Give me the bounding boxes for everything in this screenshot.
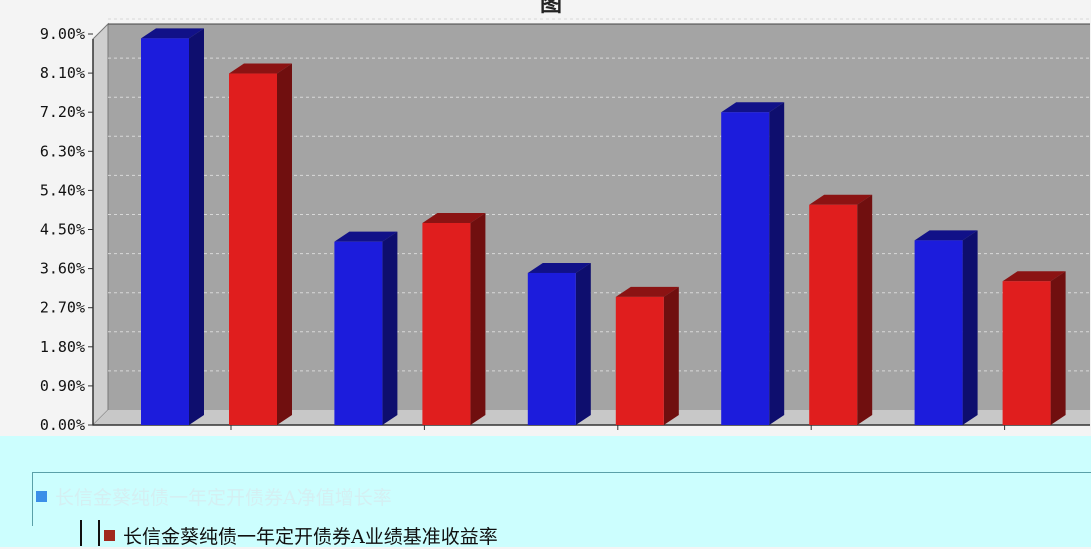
legend-label-benchmark: 长信金葵纯债一年定开债券A业绩基准收益率 [123, 526, 498, 548]
bar-side [382, 231, 398, 425]
bar-side [962, 230, 978, 425]
y-tick-label: 3.60% [40, 260, 85, 278]
bar [914, 240, 963, 425]
bar-top [141, 28, 204, 39]
bar-top [229, 63, 292, 74]
legend-swatch-red [104, 530, 115, 541]
y-tick-label: 8.10% [40, 64, 85, 82]
legend-box [32, 472, 1091, 526]
y-tick-label: 5.40% [40, 181, 85, 199]
legend-band [0, 436, 1091, 547]
bar-side [857, 194, 873, 425]
y-tick-label: 6.30% [40, 142, 85, 160]
bar-top [721, 102, 785, 113]
bar-side [769, 102, 785, 425]
y-tick-label: 7.20% [40, 103, 85, 121]
chart-title-fragment: 图 [540, 0, 563, 17]
legend-label-nav-growth: 长信金葵纯债一年定开债券A净值增长率 [55, 487, 392, 509]
bar-side [277, 63, 292, 425]
y-tick-label: 4.50% [40, 221, 85, 239]
y-tick-label: 0.90% [40, 377, 85, 395]
legend-edge-marks [80, 520, 104, 546]
bar-top [615, 286, 679, 297]
bar-top [809, 194, 873, 205]
bar [141, 38, 189, 425]
bar [527, 272, 576, 425]
bar-side [575, 262, 591, 425]
bar-side [663, 286, 679, 425]
legend-item-benchmark: 长信金葵纯债一年定开债券A业绩基准收益率 [104, 522, 498, 549]
bar-top [422, 212, 486, 223]
bar [229, 73, 277, 425]
legend-item-nav-growth: 长信金葵纯债一年定开债券A净值增长率 [36, 483, 392, 510]
legend-swatch-blue [36, 491, 47, 502]
bar [334, 241, 383, 425]
bar-side [470, 212, 486, 425]
y-tick-label: 1.80% [40, 338, 85, 356]
y-tick-label: 0.00% [40, 416, 85, 434]
bar [809, 204, 858, 425]
bar [1002, 281, 1051, 425]
bar-top [914, 230, 978, 241]
bar-side [1050, 271, 1066, 425]
bar-top [527, 262, 591, 273]
bar-top [1002, 271, 1066, 282]
bar [721, 112, 770, 425]
bar [615, 296, 664, 425]
bar [422, 222, 471, 425]
y-tick-label: 9.00% [40, 25, 85, 43]
bar-side [189, 28, 204, 425]
plot-side-wall [92, 22, 109, 427]
y-tick-label: 2.70% [40, 299, 85, 317]
bar-top [334, 231, 398, 242]
